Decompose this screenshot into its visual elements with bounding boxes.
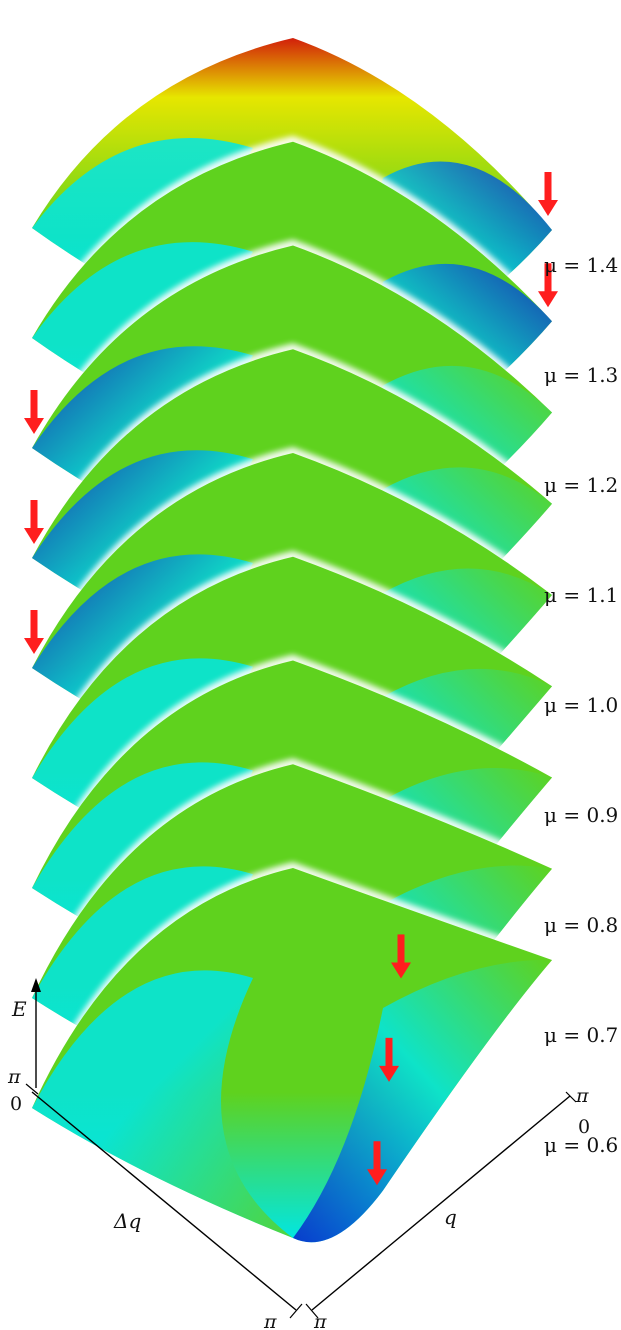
min-arrow-1 <box>538 263 558 308</box>
delta-q-axis-label: Δq <box>113 1209 141 1233</box>
delta-q-tick-pi: π <box>263 1311 277 1330</box>
q-tick-zero-right: 0 <box>578 1116 590 1138</box>
mu-label-2: μ = 1.2 <box>544 473 618 497</box>
min-arrow-6 <box>391 934 411 979</box>
bottom-tick-left <box>289 1303 303 1319</box>
energy-axis-label: E <box>11 997 27 1021</box>
min-arrow-0 <box>538 172 558 216</box>
q-axis-label: q <box>444 1205 457 1229</box>
mu-label-8: μ = 0.6 <box>544 1133 618 1157</box>
q-axis-line <box>311 1095 571 1311</box>
mu-label-4: μ = 1.0 <box>544 693 618 717</box>
surface-stack <box>32 32 552 1243</box>
energy-tick-pi: π <box>7 1066 21 1088</box>
min-arrow-3 <box>24 500 44 544</box>
min-arrow-7 <box>379 1037 399 1082</box>
min-arrow-4 <box>24 610 44 654</box>
surface-mu-8 <box>32 862 552 1243</box>
left-tick <box>25 1083 39 1095</box>
energy-tick-zero: 0 <box>10 1093 22 1115</box>
min-arrow-8 <box>367 1141 387 1186</box>
bottom-tick-right <box>305 1303 319 1319</box>
min-arrow-2 <box>24 390 44 434</box>
axes-group: E π 0 Δq q π π π 0 <box>7 978 590 1330</box>
mu-label-3: μ = 1.1 <box>544 583 618 607</box>
q-tick-pi-bottom: π <box>313 1311 327 1330</box>
mu-label-7: μ = 0.7 <box>544 1023 618 1047</box>
energy-axis-arrowhead <box>31 978 41 992</box>
mu-labels: μ = 1.4 μ = 1.3 μ = 1.2 μ = 1.1 μ = 1.0 μ = 0… <box>544 253 618 1157</box>
mu-label-1: μ = 1.3 <box>544 363 618 387</box>
right-tick <box>565 1091 577 1103</box>
q-tick-pi-right: π <box>575 1085 589 1107</box>
delta-q-axis-line <box>31 1091 297 1311</box>
mu-label-0: μ = 1.4 <box>544 253 618 277</box>
minimum-arrows <box>24 172 558 1186</box>
mu-label-5: μ = 0.9 <box>544 803 618 827</box>
mu-label-6: μ = 0.8 <box>544 913 618 937</box>
